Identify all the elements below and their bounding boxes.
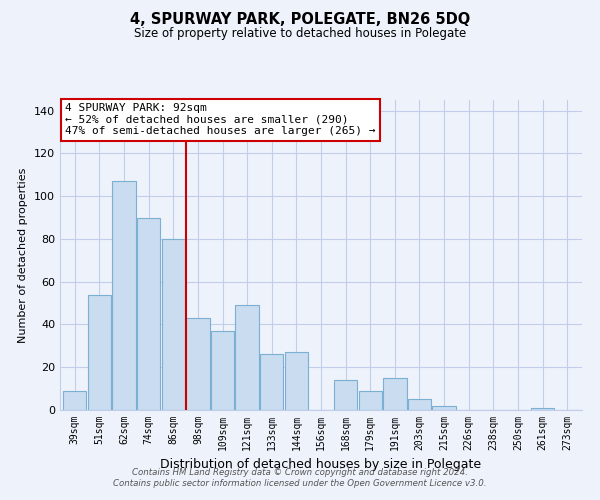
Bar: [161, 239, 185, 410]
Bar: [63, 391, 86, 410]
Bar: [334, 380, 358, 410]
Bar: [359, 391, 382, 410]
Bar: [112, 181, 136, 410]
Y-axis label: Number of detached properties: Number of detached properties: [19, 168, 28, 342]
Bar: [260, 354, 283, 410]
Bar: [211, 331, 234, 410]
Bar: [137, 218, 160, 410]
X-axis label: Distribution of detached houses by size in Polegate: Distribution of detached houses by size …: [160, 458, 482, 471]
Bar: [235, 305, 259, 410]
Bar: [383, 378, 407, 410]
Bar: [433, 406, 456, 410]
Bar: [284, 352, 308, 410]
Text: 4, SPURWAY PARK, POLEGATE, BN26 5DQ: 4, SPURWAY PARK, POLEGATE, BN26 5DQ: [130, 12, 470, 28]
Text: Size of property relative to detached houses in Polegate: Size of property relative to detached ho…: [134, 28, 466, 40]
Bar: [531, 408, 554, 410]
Bar: [88, 294, 111, 410]
Bar: [186, 318, 209, 410]
Bar: [408, 400, 431, 410]
Text: 4 SPURWAY PARK: 92sqm
← 52% of detached houses are smaller (290)
47% of semi-det: 4 SPURWAY PARK: 92sqm ← 52% of detached …: [65, 103, 376, 136]
Text: Contains HM Land Registry data © Crown copyright and database right 2024.
Contai: Contains HM Land Registry data © Crown c…: [113, 468, 487, 487]
